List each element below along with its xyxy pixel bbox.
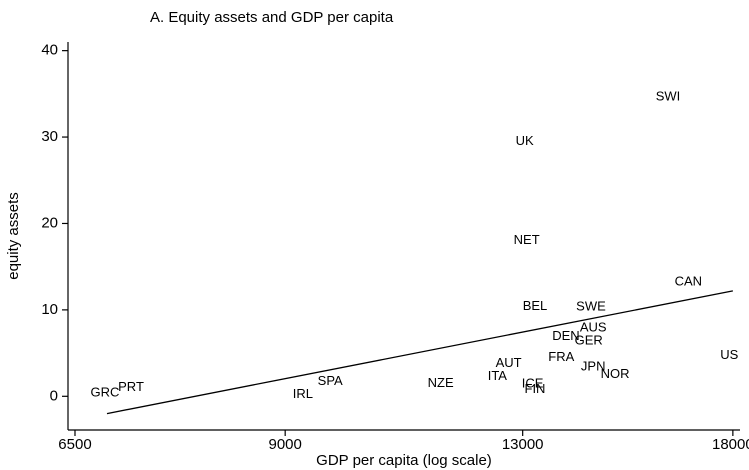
point-label: AUS (580, 319, 607, 334)
x-tick-label: 9000 (268, 436, 301, 453)
point-label: UK (516, 133, 534, 148)
chart-title: A. Equity assets and GDP per capita (150, 9, 394, 26)
point-label: SWE (576, 299, 606, 314)
point-label: SWI (656, 89, 681, 104)
y-tick-label: 10 (41, 301, 58, 318)
y-tick-label: 30 (41, 128, 58, 145)
x-axis-label: GDP per capita (log scale) (316, 452, 492, 469)
point-label: JPN (581, 358, 606, 373)
point-label: DEN (552, 328, 579, 343)
fit-line (106, 290, 733, 415)
point-label: GRC (91, 385, 120, 400)
x-tick-label: 13000 (502, 436, 544, 453)
point-label: FRA (548, 349, 574, 364)
y-tick-label: 20 (41, 214, 58, 231)
y-tick-label: 0 (50, 387, 58, 404)
point-label: BEL (523, 298, 548, 313)
point-label: NET (514, 232, 540, 247)
point-label: PRT (118, 379, 144, 394)
x-tick-label: 6500 (58, 436, 91, 453)
point-label: ICE (522, 376, 544, 391)
point-label: CAN (675, 274, 702, 289)
point-label: US (720, 347, 738, 362)
point-label: FIN (525, 381, 546, 396)
y-axis-label: equity assets (5, 192, 22, 280)
point-label: NZE (428, 375, 454, 390)
point-label: IRL (293, 386, 313, 401)
point-label: SPA (318, 373, 343, 388)
point-label: GER (575, 332, 603, 347)
point-label: AUT (496, 355, 522, 370)
point-label: NOR (601, 366, 630, 381)
x-tick-label: 18000 (712, 436, 749, 453)
y-tick-label: 40 (41, 42, 58, 59)
point-label: ITA (488, 368, 508, 383)
